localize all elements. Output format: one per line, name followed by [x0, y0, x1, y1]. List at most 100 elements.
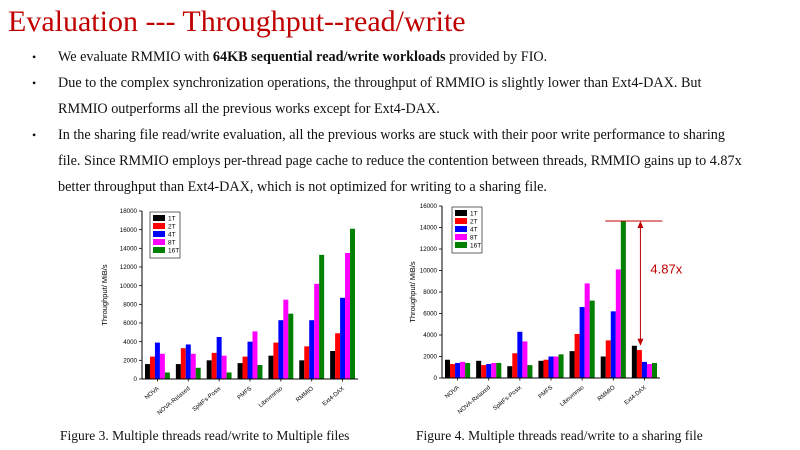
bar-2T-PMFS [543, 359, 549, 378]
bar-8T-Ext4-DAX [345, 253, 351, 379]
x-tick-label: NOVA-Relaxed [457, 385, 492, 416]
bar-8T-NOVA [159, 353, 165, 379]
bar-1T-PMFS [538, 360, 544, 378]
legend-label: 4T [470, 227, 478, 234]
bar-4T-Ext4-DAX [641, 361, 647, 379]
y-tick-label: 2000 [123, 358, 137, 365]
annotation-arrowhead-up-icon [637, 221, 644, 229]
bullet-dot-icon: • [32, 50, 37, 64]
bar-2T-Ext4-DAX [636, 350, 642, 378]
y-tick-label: 16000 [120, 227, 138, 234]
bar-4T-SplitFs-Posix [517, 331, 523, 378]
bar-1T-Ext4-DAX [631, 345, 637, 378]
bullet-text: We evaluate RMMIO with [58, 49, 213, 65]
bar-8T-NOVA [460, 361, 466, 379]
bar-4T-PMFS [247, 341, 253, 379]
bullet-text: file. Since RMMIO employs per-thread pag… [58, 153, 742, 169]
bar-1T-Ext4-DAX [330, 351, 336, 379]
bullet-line: • We evaluate RMMIO with 64KB sequential … [30, 44, 790, 70]
bullet-bold-text: 64KB sequential read/write workloads [212, 49, 446, 65]
bar-8T-RMMIO [615, 269, 621, 378]
bar-2T-SplitFs-Posix [512, 353, 518, 378]
bullet-dot-icon: • [32, 76, 37, 90]
bar-8T-Ext4-DAX [646, 364, 652, 378]
legend-swatch-4T [153, 231, 165, 237]
bar-16T-SplitFs-Posix [226, 372, 232, 379]
y-tick-label: 14000 [120, 246, 138, 253]
y-tick-label: 10000 [420, 268, 438, 275]
bar-4T-SplitFs-Posix [216, 337, 222, 379]
bullet-list: • We evaluate RMMIO with 64KB sequential … [30, 44, 790, 200]
figure-3-caption: Figure 3. Multiple threads read/write to… [60, 428, 350, 443]
y-tick-label: 12000 [120, 264, 138, 271]
figure-4-caption: Figure 4. Multiple threads read/write to… [416, 428, 703, 443]
legend-swatch-1T [455, 210, 467, 216]
bullet-line: • In the sharing file read/write evaluati… [30, 122, 790, 148]
x-tick-label: Ext4-DAX [624, 385, 648, 407]
x-tick-label: RMMIO [295, 386, 315, 404]
y-tick-label: 0 [434, 375, 438, 382]
annotation-arrowhead-down-icon [637, 338, 644, 346]
y-tick-label: 2000 [423, 354, 437, 361]
bar-4T-PMFS [548, 356, 554, 378]
x-tick-label: NOVA-Relaxed [157, 386, 192, 417]
bullet-text: provided by FIO. [445, 49, 548, 65]
chart-1: 0 2000 4000 6000 8000 10000 12000 14000 16000 180… [100, 208, 358, 417]
y-tick-label: 12000 [420, 246, 438, 253]
legend-swatch-2T [455, 218, 467, 224]
bar-16T-RMMIO [319, 254, 325, 379]
bar-16T-Libnvmmio [589, 300, 595, 378]
annotation-label: 4.87x [650, 261, 682, 276]
bar-1T-NOVA [145, 364, 150, 379]
y-tick-label: 0 [134, 376, 138, 383]
bar-4T-RMMIO [610, 311, 616, 378]
legend-swatch-1T [153, 215, 165, 221]
bullet-text: better throughput than Ext4-DAX, which i… [58, 179, 547, 195]
bar-16T-PMFS [257, 365, 263, 379]
bar-8T-Libnvmmio [584, 283, 590, 378]
y-tick-label: 6000 [123, 320, 137, 327]
bar-1T-RMMIO [299, 360, 305, 379]
bullet-line: RMMIO outperforms all the previous works… [30, 96, 790, 122]
bar-1T-NOVA-Relaxed [175, 364, 181, 379]
bar-2T-SplitFs-Posix [211, 352, 217, 379]
legend-swatch-2T [153, 223, 165, 229]
y-axis-label: Throughput/ MiB/s [408, 261, 417, 323]
bullet-text: RMMIO outperforms all the previous works… [58, 101, 440, 117]
legend-label: 16T [168, 248, 179, 255]
legend-label: 1T [168, 216, 176, 223]
bullet-text: In the sharing file read/write evaluatio… [58, 127, 725, 143]
bar-4T-RMMIO [309, 320, 315, 379]
bar-16T-Ext4-DAX [651, 362, 657, 378]
y-tick-label: 18000 [120, 208, 138, 215]
x-tick-label: Libnvmmio [559, 385, 586, 409]
bar-2T-PMFS [242, 356, 248, 379]
bar-2T-NOVA-Relaxed [481, 365, 487, 378]
bar-2T-RMMIO [304, 346, 310, 379]
bar-8T-NOVA-Relaxed [491, 362, 497, 378]
legend-swatch-8T [153, 239, 165, 245]
y-tick-label: 14000 [420, 225, 438, 232]
bar-1T-NOVA-Relaxed [476, 360, 482, 378]
x-tick-label: RMMIO [597, 385, 617, 403]
legend-swatch-16T [455, 242, 467, 248]
bar-1T-SplitFs-Posix [507, 366, 513, 378]
bar-4T-NOVA-Relaxed [185, 344, 191, 379]
bar-2T-Libnvmmio [273, 342, 279, 379]
y-tick-label: 8000 [423, 289, 437, 296]
bar-2T-Libnvmmio [574, 333, 580, 378]
bar-8T-NOVA-Relaxed [190, 353, 196, 379]
bar-2T-NOVA [149, 356, 155, 379]
bar-2T-NOVA [450, 364, 456, 378]
legend-label: 16T [470, 243, 481, 250]
x-tick-label: PMFS [237, 386, 254, 401]
legend-label: 2T [168, 224, 176, 231]
bar-16T-PMFS [558, 354, 564, 378]
bar-4T-NOVA [455, 362, 461, 378]
bar-1T-Libnvmmio [268, 355, 274, 379]
bar-16T-RMMIO [620, 221, 626, 378]
bar-16T-NOVA [164, 372, 170, 379]
